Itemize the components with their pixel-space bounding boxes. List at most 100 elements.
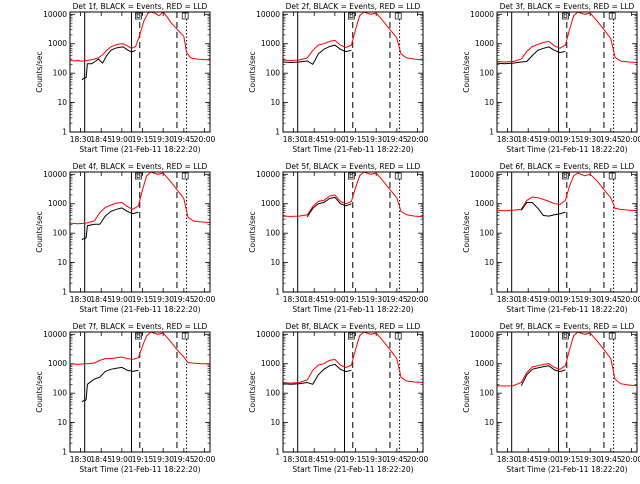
data-series-events: [306, 196, 352, 218]
x-axis-label: Start Time (21-Feb-11 18:22:20): [292, 145, 413, 154]
annotation-box: [608, 332, 616, 340]
annotation-label: B: [563, 331, 568, 340]
y-tick-label: 10000: [470, 170, 494, 179]
x-tick-label: 18:45: [90, 455, 112, 464]
data-series-events: [497, 46, 566, 65]
x-tick-label: 19:30: [152, 455, 174, 464]
y-tick-label: 10000: [43, 170, 67, 179]
x-tick-label: 19:45: [173, 135, 195, 144]
chart-title: Det 9f, BLACK = Events, RED = LLD: [500, 322, 635, 331]
x-tick-label: 19:15: [559, 295, 581, 304]
annotation-box: [181, 332, 189, 340]
x-tick-label: 19:00: [111, 135, 133, 144]
annotation-box: [608, 172, 616, 180]
y-tick-label: 100: [480, 69, 495, 78]
x-tick-label: 20:00: [194, 295, 216, 304]
annotation-label: B: [136, 11, 141, 20]
y-tick-label: 10: [270, 258, 280, 267]
x-tick-label: 19:15: [559, 455, 581, 464]
y-tick-label: 100: [480, 229, 495, 238]
y-tick-label: 1: [275, 288, 280, 297]
y-tick-label: 1: [489, 448, 494, 457]
y-tick-label: 10: [57, 258, 67, 267]
y-tick-label: 10000: [43, 10, 67, 19]
x-axis-label: Start Time (21-Feb-11 18:22:20): [79, 145, 200, 154]
series-group: [283, 12, 423, 66]
series-group: [70, 332, 210, 403]
x-tick-label: 20:00: [621, 455, 640, 464]
y-axis-label: Counts/sec: [462, 211, 471, 252]
x-tick-label: 19:30: [579, 455, 601, 464]
chart-panel-5: Det 5f, BLACK = Events, RED = LLD Counts/…: [248, 162, 429, 314]
x-tick-label: 18:30: [497, 295, 519, 304]
annotation-label: T: [609, 331, 615, 340]
x-tick-label: 18:45: [517, 455, 539, 464]
series-group: [497, 12, 637, 65]
y-tick-label: 10000: [43, 330, 67, 339]
y-tick-label: 1000: [261, 359, 280, 368]
chart-panel-3: Det 3f, BLACK = Events, RED = LLD Counts/…: [462, 2, 640, 154]
data-series-events: [283, 363, 352, 385]
y-axis-label: Counts/sec: [248, 51, 257, 92]
annotation-label: T: [182, 11, 188, 20]
y-axis-label: Counts/sec: [35, 371, 44, 412]
annotation-box: [135, 172, 142, 180]
chart-panel-6: Det 6f, BLACK = Events, RED = LLD Counts/…: [462, 162, 640, 314]
chart-title: Det 7f, BLACK = Events, RED = LLD: [73, 322, 208, 331]
plot-frame: [69, 171, 211, 293]
x-axis-label: Start Time (21-Feb-11 18:22:20): [292, 305, 413, 314]
x-tick-label: 19:00: [111, 295, 133, 304]
y-tick-label: 10: [57, 418, 67, 427]
y-tick-label: 100: [53, 69, 68, 78]
x-tick-label: 19:00: [111, 455, 133, 464]
series-group: [70, 12, 210, 81]
x-axis-label: Start Time (21-Feb-11 18:22:20): [506, 465, 627, 474]
x-tick-label: 20:00: [407, 135, 429, 144]
y-tick-label: 10000: [256, 10, 280, 19]
data-series-events: [520, 202, 566, 217]
y-axis-label: Counts/sec: [462, 371, 471, 412]
plot-frame: [496, 11, 638, 133]
event-markers: [84, 12, 188, 132]
y-tick-label: 100: [53, 229, 68, 238]
plot-frame: [496, 171, 638, 293]
x-tick-label: 20:00: [621, 295, 640, 304]
chart-title: Det 4f, BLACK = Events, RED = LLD: [73, 162, 208, 171]
chart-panel-1: Det 1f, BLACK = Events, RED = LLD Counts/…: [35, 2, 216, 154]
x-tick-label: 19:15: [132, 135, 154, 144]
x-axis-label: Start Time (21-Feb-11 18:22:20): [292, 465, 413, 474]
y-tick-label: 10: [484, 258, 494, 267]
annotation-box: [394, 172, 402, 180]
x-tick-label: 20:00: [194, 135, 216, 144]
x-tick-label: 18:30: [70, 295, 92, 304]
x-tick-label: 19:30: [365, 455, 387, 464]
x-tick-label: 18:45: [90, 295, 112, 304]
event-markers: [297, 332, 401, 452]
y-tick-label: 1: [489, 128, 494, 137]
annotation-label: T: [395, 11, 401, 20]
plot-frame: [282, 171, 424, 293]
annotation-box: [608, 12, 616, 20]
annotation-box: [562, 172, 569, 180]
x-tick-label: 19:30: [365, 135, 387, 144]
annotation-box: [181, 12, 189, 20]
x-tick-label: 19:45: [386, 135, 408, 144]
x-tick-label: 19:45: [600, 455, 622, 464]
x-tick-label: 20:00: [621, 135, 640, 144]
x-tick-label: 18:30: [283, 455, 305, 464]
y-tick-label: 1000: [475, 359, 494, 368]
x-tick-label: 19:30: [365, 295, 387, 304]
data-series-lld: [497, 12, 637, 63]
data-series-lld: [283, 12, 423, 62]
series-group: [70, 172, 210, 241]
x-tick-label: 19:30: [152, 135, 174, 144]
x-axis-label: Start Time (21-Feb-11 18:22:20): [79, 465, 200, 474]
data-series-lld: [283, 332, 423, 384]
y-axis-label: Counts/sec: [35, 211, 44, 252]
annotation-label: T: [395, 331, 401, 340]
y-tick-label: 1: [62, 288, 67, 297]
x-tick-label: 19:30: [152, 295, 174, 304]
y-tick-label: 1000: [48, 199, 67, 208]
annotation-label: B: [136, 331, 141, 340]
chart-panel-2: Det 2f, BLACK = Events, RED = LLD Counts/…: [248, 2, 429, 154]
